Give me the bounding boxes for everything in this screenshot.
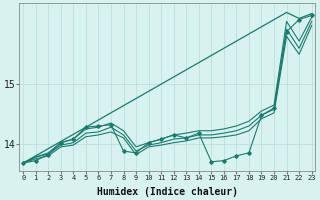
X-axis label: Humidex (Indice chaleur): Humidex (Indice chaleur) bbox=[97, 186, 238, 197]
